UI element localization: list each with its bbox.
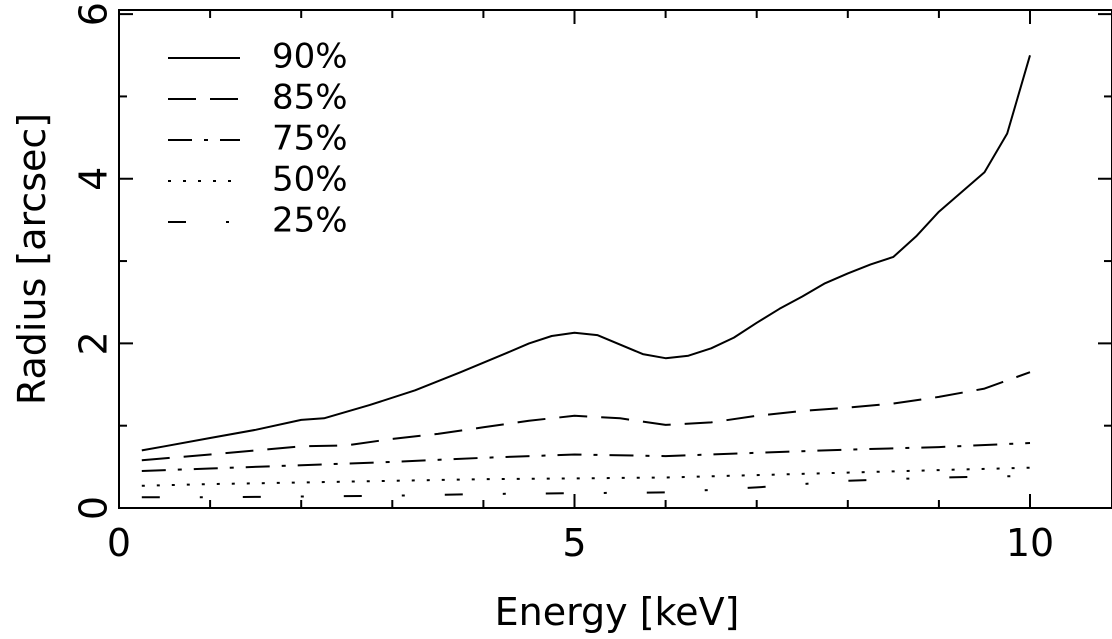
y-tick-label: 0 bbox=[72, 496, 116, 520]
series-line-25pct bbox=[141, 474, 1031, 499]
plot-frame bbox=[118, 9, 1112, 509]
x-axis-label: Energy [keV] bbox=[495, 590, 740, 634]
y-tick-label: 2 bbox=[72, 331, 116, 355]
series-line-85pct bbox=[141, 371, 1031, 462]
y-axis-label: Radius [arcsec] bbox=[10, 113, 54, 405]
legend: 90%85%75%50%25% bbox=[168, 37, 348, 241]
legend-label: 85% bbox=[272, 78, 348, 118]
legend-label: 50% bbox=[272, 160, 348, 200]
series-line-90pct bbox=[141, 55, 1031, 452]
series-lines bbox=[141, 55, 1031, 499]
y-tick-label: 4 bbox=[72, 167, 116, 191]
axis-ticks bbox=[118, 10, 1112, 509]
tick-labels: 0 5 10 0 2 4 6 bbox=[72, 2, 1055, 565]
legend-label: 75% bbox=[272, 119, 348, 159]
x-tick-label: 0 bbox=[107, 521, 131, 565]
series-line-50pct bbox=[141, 466, 1031, 487]
legend-label: 90% bbox=[272, 37, 348, 77]
x-tick-label: 5 bbox=[562, 521, 586, 565]
series-line-75pct bbox=[141, 442, 1031, 472]
x-tick-label: 10 bbox=[1006, 521, 1054, 565]
legend-label: 25% bbox=[272, 201, 348, 241]
y-tick-label: 6 bbox=[72, 2, 116, 26]
